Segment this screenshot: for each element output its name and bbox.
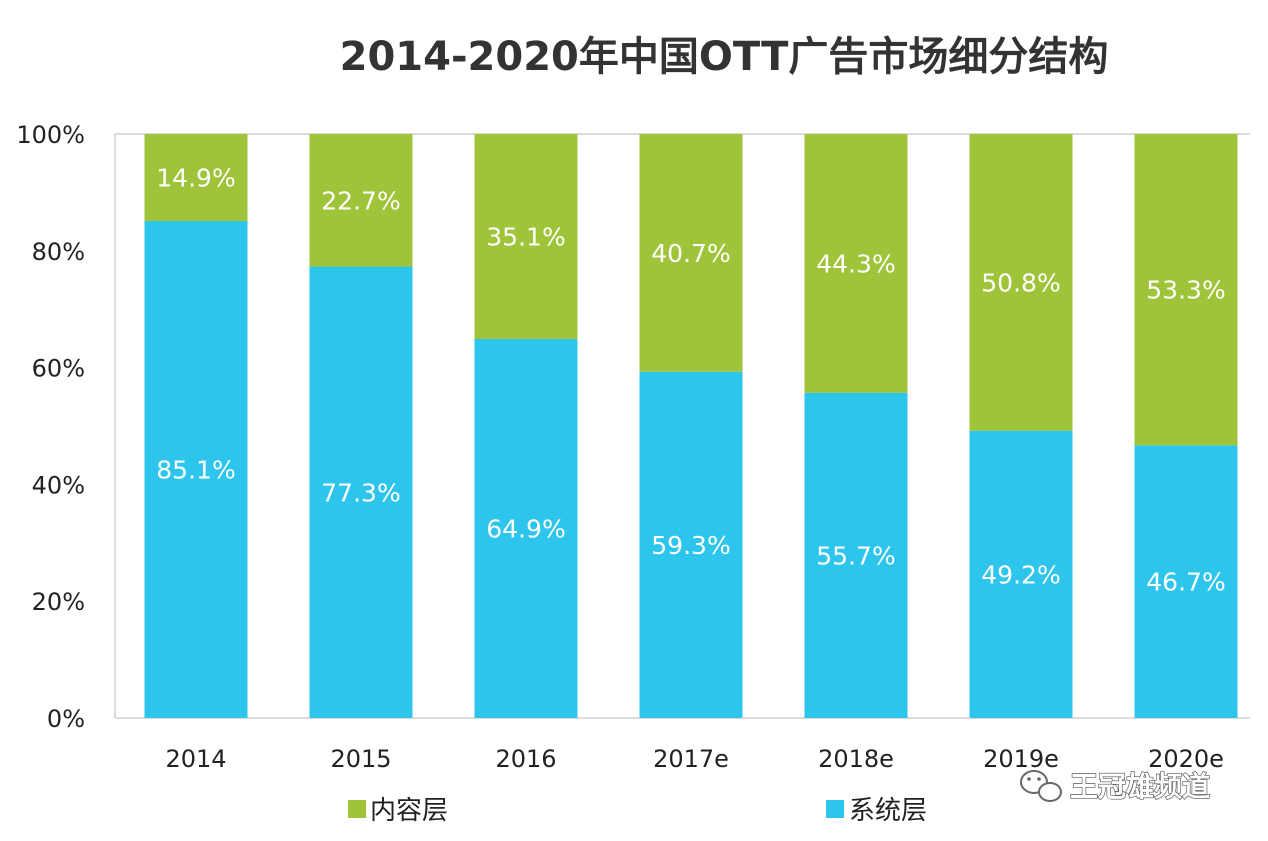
x-tick-label: 2017e xyxy=(653,745,729,773)
data-label: 22.7% xyxy=(321,186,400,215)
legend-swatch-content xyxy=(348,800,366,818)
bar-segment-content xyxy=(309,134,413,267)
watermark: 王冠雄频道 xyxy=(1020,769,1211,804)
data-label: 46.7% xyxy=(1146,568,1225,597)
y-tick-label: 40% xyxy=(32,471,85,499)
bar-segment-system xyxy=(804,392,908,718)
bar-segment-content xyxy=(639,134,743,372)
bar-segment-system xyxy=(474,338,578,718)
legend-label-system: 系统层 xyxy=(849,796,927,826)
y-tick-label: 20% xyxy=(32,588,85,616)
data-label: 64.9% xyxy=(486,514,565,543)
y-tick-label: 0% xyxy=(47,705,85,733)
data-label: 50.8% xyxy=(981,268,1060,297)
data-label: 14.9% xyxy=(156,164,235,193)
x-tick-label: 2014 xyxy=(165,745,226,773)
legend-label-content: 内容层 xyxy=(370,796,448,826)
y-axis: 0% 20% 40% 60% 80% 100% xyxy=(16,121,85,733)
legend: 内容层 系统层 xyxy=(348,796,927,826)
y-tick-label: 60% xyxy=(32,355,85,383)
bar-segment-content xyxy=(804,134,908,393)
wechat-icon xyxy=(1020,770,1062,802)
x-tick-label: 2018e xyxy=(818,745,894,773)
plot-area: 85.1% 14.9% 77.3% 22.7% 64.9% 35.1% 59.3% 40.7%… xyxy=(114,133,1250,719)
bar-segment-system xyxy=(144,221,248,719)
data-label: 53.3% xyxy=(1146,276,1225,305)
data-label: 35.1% xyxy=(486,222,565,251)
bar-segment-system xyxy=(639,371,743,718)
data-label: 59.3% xyxy=(651,531,730,560)
bar-segment-content xyxy=(474,134,578,339)
bar-segment-content xyxy=(1134,134,1238,446)
x-tick-label: 2019e xyxy=(983,745,1059,773)
watermark-text: 王冠雄频道 xyxy=(1070,770,1210,803)
data-label: 77.3% xyxy=(321,478,400,507)
bar-segment-system xyxy=(309,266,413,718)
x-tick-label: 2016 xyxy=(495,745,556,773)
x-tick-label: 2020e xyxy=(1148,745,1224,773)
bar-segment-content xyxy=(144,134,248,222)
x-tick-label: 2015 xyxy=(330,745,391,773)
x-axis: 2014 2015 2016 2017e 2018e 2019e 2020e xyxy=(165,745,1223,773)
data-label: 40.7% xyxy=(651,239,730,268)
data-label: 44.3% xyxy=(816,249,895,278)
y-tick-label: 100% xyxy=(16,121,85,149)
bar-segment-system xyxy=(1134,445,1238,718)
bar-segment-system xyxy=(969,430,1073,718)
data-label: 49.2% xyxy=(981,560,1060,589)
legend-swatch-system xyxy=(826,800,844,818)
data-label: 85.1% xyxy=(156,456,235,485)
y-tick-label: 80% xyxy=(32,238,85,266)
chart-title: 2014-2020年中国OTT广告市场细分结构 xyxy=(340,34,1109,80)
data-label: 55.7% xyxy=(816,541,895,570)
bar-segment-content xyxy=(969,134,1073,431)
